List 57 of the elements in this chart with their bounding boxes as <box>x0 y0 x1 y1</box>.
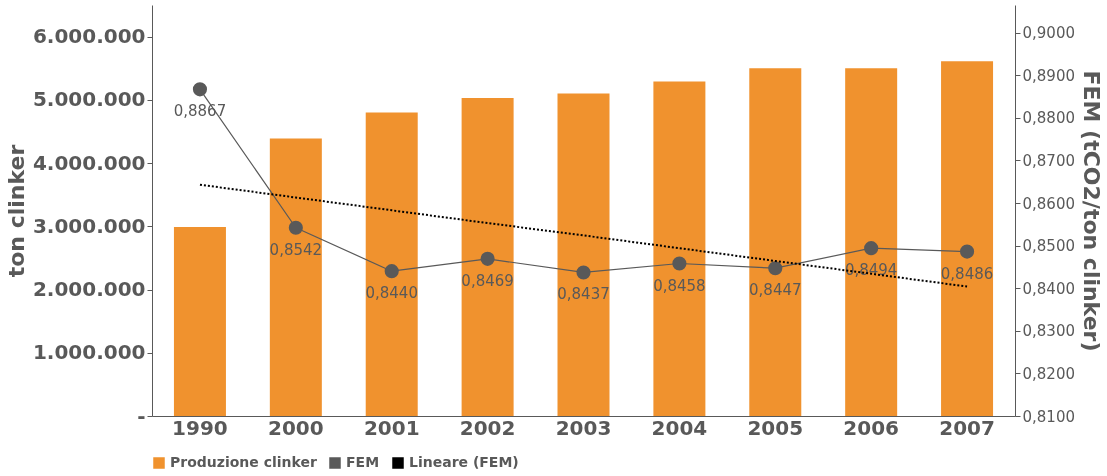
y2-tick-label: 0,8600 <box>1022 194 1075 213</box>
data-label: 0,8437 <box>557 285 610 304</box>
y-tick-label: 6.000.000 <box>32 24 146 49</box>
data-label: 0,8486 <box>940 264 994 283</box>
y-tick-label: 4.000.000 <box>32 150 146 175</box>
legend-label: Lineare (FEM) <box>409 454 519 470</box>
y2-tick-label: 0,8700 <box>1022 151 1075 170</box>
x-tick-label: 2001 <box>363 415 420 440</box>
bar <box>461 97 514 416</box>
point <box>672 256 687 271</box>
x-tick-label: 2006 <box>843 415 899 440</box>
bar <box>173 226 226 416</box>
point <box>192 82 208 97</box>
point <box>288 220 303 235</box>
y2-tick-label: 0,8900 <box>1022 66 1075 85</box>
bar <box>269 138 322 416</box>
y-tick-label: 2.000.000 <box>32 277 146 302</box>
x-tick-label: 1990 <box>172 415 228 440</box>
x-tick-label: 2005 <box>747 415 804 440</box>
y-axis-title: ton clinker <box>3 144 29 278</box>
point <box>576 265 591 280</box>
x-tick-label: 2002 <box>459 415 516 440</box>
x-tick-label: 2004 <box>651 415 708 440</box>
y2-tick-label: 0,8800 <box>1022 109 1075 128</box>
bar <box>365 112 418 416</box>
point <box>384 264 399 279</box>
y-tick-label: 1.000.000 <box>32 340 146 365</box>
legend-label: Produzione clinker <box>170 454 317 470</box>
bar <box>941 61 994 416</box>
y2-tick-label: 0,8100 <box>1022 407 1075 426</box>
data-label: 0,8458 <box>653 276 706 295</box>
y2-tick-label: 0,8200 <box>1022 364 1075 383</box>
point <box>864 241 879 256</box>
y2-axis-title: FEM (tCO2/ton clinker) <box>1078 70 1104 352</box>
bar <box>749 68 802 416</box>
bar <box>557 93 610 416</box>
y-tick-label: 3.000.000 <box>32 213 146 238</box>
data-label: 0,8447 <box>749 281 802 300</box>
y2-tick-label: 0,9000 <box>1022 24 1075 43</box>
bar <box>653 81 706 416</box>
point <box>480 251 495 266</box>
data-label: 0,8469 <box>461 271 514 290</box>
y2-tick-label: 0,8500 <box>1022 237 1075 256</box>
point <box>959 244 975 259</box>
y-tick-label: 5.000.000 <box>32 87 146 112</box>
y2-tick-label: 0,8300 <box>1022 322 1075 341</box>
y2-tick-label: 0,8400 <box>1022 279 1075 298</box>
x-tick-label: 2003 <box>555 415 612 440</box>
x-tick-label: 2000 <box>268 415 324 440</box>
bar <box>845 68 898 416</box>
data-label: 0,8542 <box>269 240 323 259</box>
data-label: 0,8494 <box>844 261 898 280</box>
x-tick-label: 2007 <box>939 415 995 440</box>
point <box>768 261 783 276</box>
y-tick-label: - <box>137 403 146 428</box>
data-label: 0,8440 <box>365 284 418 303</box>
legend-label: FEM <box>346 454 380 470</box>
